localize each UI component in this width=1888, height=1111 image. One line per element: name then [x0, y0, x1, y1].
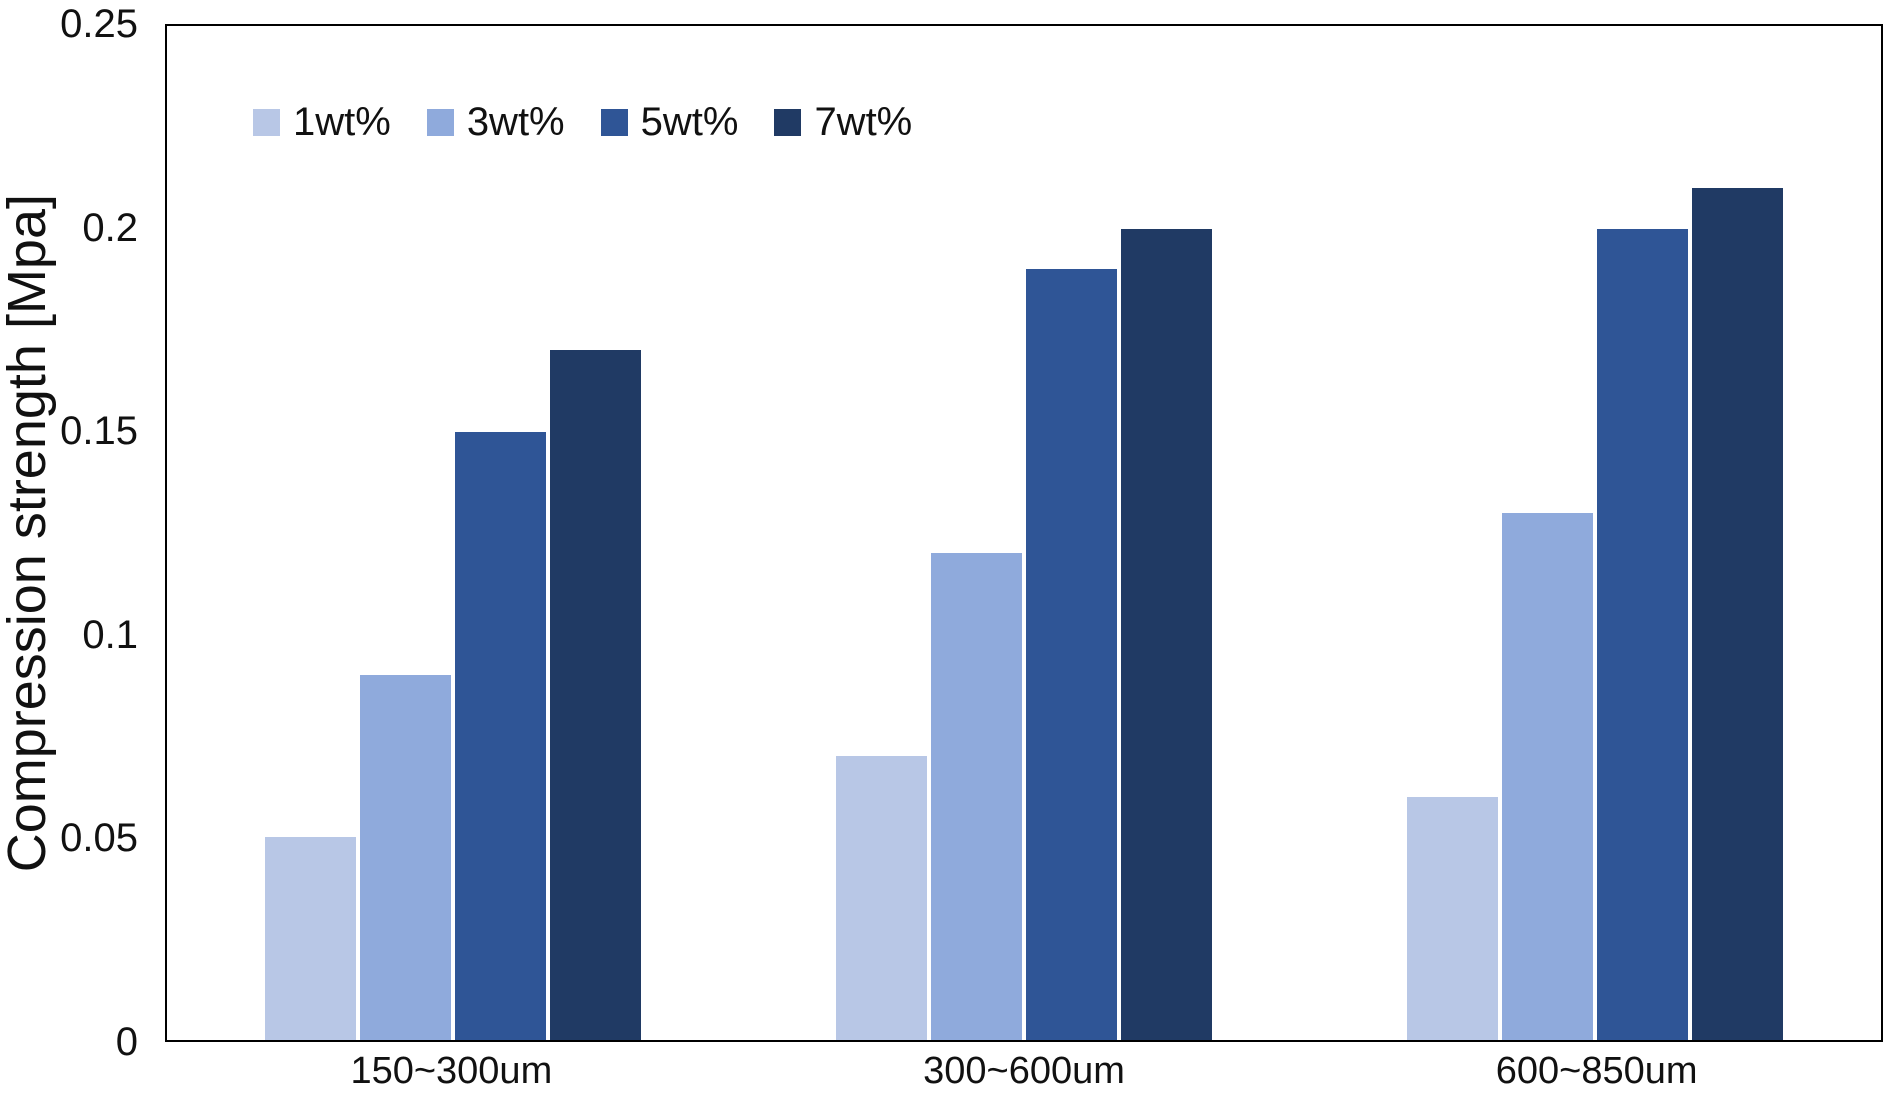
y-tick-label-0.05: 0.05 [60, 816, 138, 861]
bar-group-300-600um [738, 26, 1309, 1040]
legend-item-1wt: 1wt% [253, 102, 391, 142]
bar-groups [167, 26, 1881, 1040]
bar-7wt-600-850um [1692, 188, 1784, 1040]
legend-swatch-1wt [253, 108, 280, 136]
legend-label-5wt: 5wt% [640, 100, 739, 144]
bar-1wt-600-850um [1407, 796, 1499, 1040]
legend-swatch-3wt [426, 108, 454, 136]
legend-item-7wt: 7wt% [774, 102, 912, 142]
bar-1wt-300-600um [835, 756, 927, 1040]
x-label-150-300um: 150~300um [350, 1050, 553, 1092]
bar-group-150-300um [167, 26, 738, 1040]
legend-label-3wt: 3wt% [466, 100, 565, 144]
y-tick-label-0.15: 0.15 [60, 409, 138, 454]
plot-area: 1wt% 3wt% 5wt% 7wt% [165, 24, 1883, 1042]
legend: 1wt% 3wt% 5wt% 7wt% [253, 102, 912, 142]
legend-swatch-5wt [600, 108, 628, 136]
bar-5wt-150-300um [454, 431, 546, 1040]
legend-label-7wt: 7wt% [814, 100, 913, 144]
bar-3wt-600-850um [1502, 512, 1594, 1040]
legend-label-1wt: 1wt% [293, 100, 391, 144]
bar-1wt-150-300um [264, 837, 356, 1040]
bar-3wt-150-300um [359, 674, 451, 1040]
legend-item-5wt: 5wt% [600, 100, 739, 144]
x-axis-category-labels: 150~300um 300~600um 600~850um [165, 1052, 1883, 1090]
legend-swatch-7wt [774, 108, 802, 136]
x-label-300-600um: 300~600um [923, 1050, 1125, 1092]
x-label-600-850um: 600~850um [1495, 1050, 1698, 1092]
bar-group-600-850um [1310, 26, 1881, 1040]
bar-7wt-150-300um [549, 350, 641, 1040]
bar-5wt-600-850um [1597, 228, 1689, 1040]
bar-3wt-300-600um [930, 553, 1022, 1040]
y-tick-label-0: 0 [115, 1020, 138, 1064]
legend-item-3wt: 3wt% [426, 100, 565, 144]
y-tick-label-0.1: 0.1 [82, 612, 138, 657]
y-tick-label-0.2: 0.2 [82, 205, 138, 250]
bar-5wt-300-600um [1025, 269, 1117, 1040]
bar-7wt-300-600um [1120, 228, 1212, 1040]
y-tick-label-0.25: 0.25 [60, 2, 138, 46]
y-axis-tick-labels: 0 0.05 0.1 0.15 0.2 0.25 [0, 4, 148, 1062]
